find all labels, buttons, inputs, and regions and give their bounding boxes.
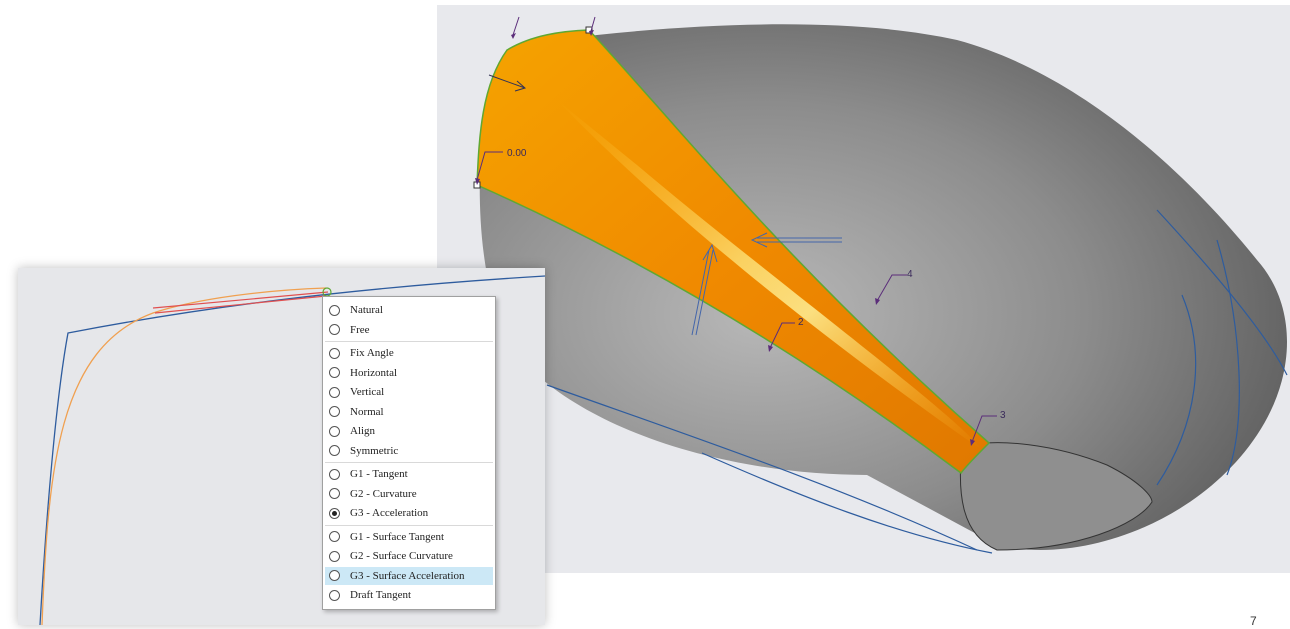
annotation-leaders xyxy=(476,16,997,443)
radio-icon[interactable] xyxy=(329,589,340,601)
menu-item-label: G2 - Surface Curvature xyxy=(350,550,453,562)
label-4: 4 xyxy=(907,269,913,280)
menu-item[interactable]: Horizontal xyxy=(325,364,493,382)
double-arrow xyxy=(691,232,842,336)
radio-icon[interactable] xyxy=(329,367,340,378)
menu-item[interactable]: Align xyxy=(325,422,493,440)
menu-item-label: Align xyxy=(350,425,376,437)
menu-item-label: Fix Angle xyxy=(350,347,394,359)
radio-icon[interactable] xyxy=(329,406,340,417)
direction-arrow xyxy=(488,74,527,92)
menu-item[interactable]: Natural xyxy=(325,301,493,319)
menu-item[interactable]: G2 - Curvature xyxy=(325,485,493,503)
blue-curve xyxy=(546,384,978,551)
surface-highlight xyxy=(557,100,982,450)
radio-icon[interactable] xyxy=(329,531,340,542)
blue-curve xyxy=(1156,294,1197,486)
menu-item-label: Draft Tangent xyxy=(350,589,412,601)
blue-curve xyxy=(701,452,993,554)
radio-icon[interactable] xyxy=(329,445,340,456)
radio-icon[interactable] xyxy=(329,468,340,480)
menu-item-label: Normal xyxy=(350,405,384,418)
control-point xyxy=(585,26,593,34)
menu-item-label: Horizontal xyxy=(350,366,398,379)
menu-item[interactable]: G1 - Tangent xyxy=(325,465,493,483)
menu-item[interactable]: Symmetric xyxy=(325,442,493,460)
menu-item[interactable]: Free xyxy=(325,321,493,339)
menu-item[interactable]: G3 - Surface Acceleration xyxy=(325,566,493,585)
radio-icon[interactable] xyxy=(329,570,340,581)
orange-curve xyxy=(41,287,327,625)
annotation-arrowheads xyxy=(475,30,975,446)
menu-item[interactable]: Fix Angle xyxy=(325,344,493,362)
menu-separator xyxy=(325,524,493,526)
radio-icon[interactable] xyxy=(329,425,340,437)
radio-icon[interactable] xyxy=(329,347,340,359)
menu-item[interactable]: Normal xyxy=(325,403,493,421)
menu-item-label: G1 - Tangent xyxy=(350,468,408,480)
radio-icon[interactable] xyxy=(329,488,340,499)
radio-icon[interactable] xyxy=(329,324,340,335)
radio-icon[interactable] xyxy=(329,386,340,398)
radio-icon[interactable] xyxy=(329,507,340,519)
menu-item-label: Vertical xyxy=(350,386,385,398)
curve-sketch[interactable] xyxy=(18,268,545,625)
end-cap-face xyxy=(959,442,1153,551)
blue-curve xyxy=(1216,239,1240,476)
label-2: 2 xyxy=(798,317,804,328)
blue-curve xyxy=(39,275,545,625)
menu-item-label: Symmetric xyxy=(350,444,399,457)
label-0-00: 0.00 xyxy=(507,148,527,159)
3d-viewport[interactable]: 0.00 4 2 3 xyxy=(437,5,1290,573)
menu-item-label: Natural xyxy=(350,304,383,316)
menu-item-label: G3 - Surface Acceleration xyxy=(350,569,465,582)
menu-item[interactable]: Vertical xyxy=(325,383,493,401)
menu-item-label: G3 - Acceleration xyxy=(350,507,429,519)
menu-item[interactable]: G2 - Surface Curvature xyxy=(325,547,493,565)
menu-item-label: G1 - Surface Tangent xyxy=(350,530,445,543)
menu-separator xyxy=(325,462,493,463)
red-tangent-line xyxy=(152,291,329,314)
end-condition-menu[interactable]: Natural Free Fix Angle Horizontal Vertical No… xyxy=(322,296,496,610)
page-number: 7 xyxy=(1250,614,1257,628)
menu-separator xyxy=(325,341,493,342)
menu-item[interactable]: G1 - Surface Tangent xyxy=(325,528,493,546)
menu-item-label: G2 - Curvature xyxy=(350,487,417,500)
3d-model[interactable] xyxy=(437,5,1290,573)
menu-item[interactable]: Draft Tangent xyxy=(325,586,493,604)
radio-icon[interactable] xyxy=(329,550,340,562)
menu-item-label: Free xyxy=(350,323,370,336)
menu-item[interactable]: G3 - Acceleration xyxy=(325,504,493,522)
label-3: 3 xyxy=(1000,410,1006,421)
blue-curve xyxy=(1156,209,1288,376)
radio-icon[interactable] xyxy=(329,304,340,316)
